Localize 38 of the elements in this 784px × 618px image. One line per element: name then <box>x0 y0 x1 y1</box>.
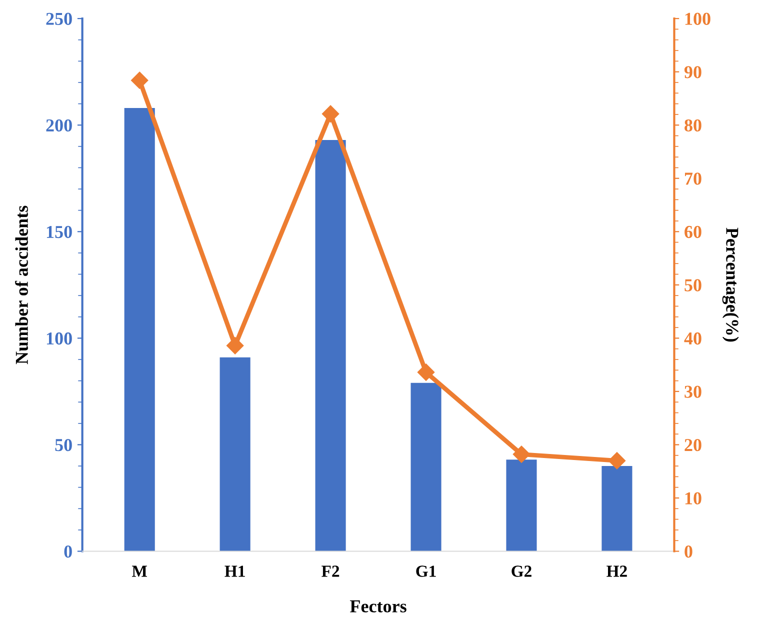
y2-tick-label: 100 <box>685 12 710 25</box>
bar <box>220 357 250 552</box>
point <box>417 364 435 381</box>
bar <box>124 108 155 552</box>
bar <box>410 382 442 552</box>
y2-tick-label: 90 <box>684 66 702 78</box>
y2-tick-label: 80 <box>684 119 702 132</box>
y2-tick-label: 10 <box>685 492 702 504</box>
x-tick-label: M <box>132 566 147 577</box>
bar <box>602 466 632 552</box>
bar <box>506 460 537 552</box>
y2-tick-label: 60 <box>684 226 702 238</box>
point <box>608 452 626 470</box>
y-tick-label: 50 <box>55 438 72 452</box>
y2-tick-label: 0 <box>684 546 692 558</box>
point <box>322 105 340 122</box>
y2-tick-label: 40 <box>684 332 702 345</box>
x-axis-title: Fectors <box>350 600 406 612</box>
x-tick-label: G2 <box>512 566 532 577</box>
x-tick-label: H1 <box>224 566 245 577</box>
y2-tick-label: 20 <box>684 438 702 452</box>
y-tick-label: 150 <box>46 226 72 238</box>
y-tick-label: 100 <box>46 332 72 345</box>
point <box>512 446 530 463</box>
y-tick-label: 200 <box>46 119 72 132</box>
y2-axis-title: Percentage(%) <box>722 228 739 342</box>
y2-tick-label: 30 <box>684 386 702 398</box>
x-tick-label: F2 <box>322 566 340 577</box>
bar <box>315 140 346 552</box>
x-tick-label: H2 <box>606 566 627 577</box>
y-tick-label: 0 <box>64 546 72 558</box>
point <box>226 337 244 354</box>
point <box>131 72 148 89</box>
y-tick-label: 250 <box>46 12 72 25</box>
y2-tick-label: 70 <box>684 172 702 185</box>
y2-tick-label: 50 <box>684 279 702 292</box>
x-tick-label: G1 <box>416 566 436 577</box>
y-axis-title: Number of accidents <box>15 206 28 364</box>
